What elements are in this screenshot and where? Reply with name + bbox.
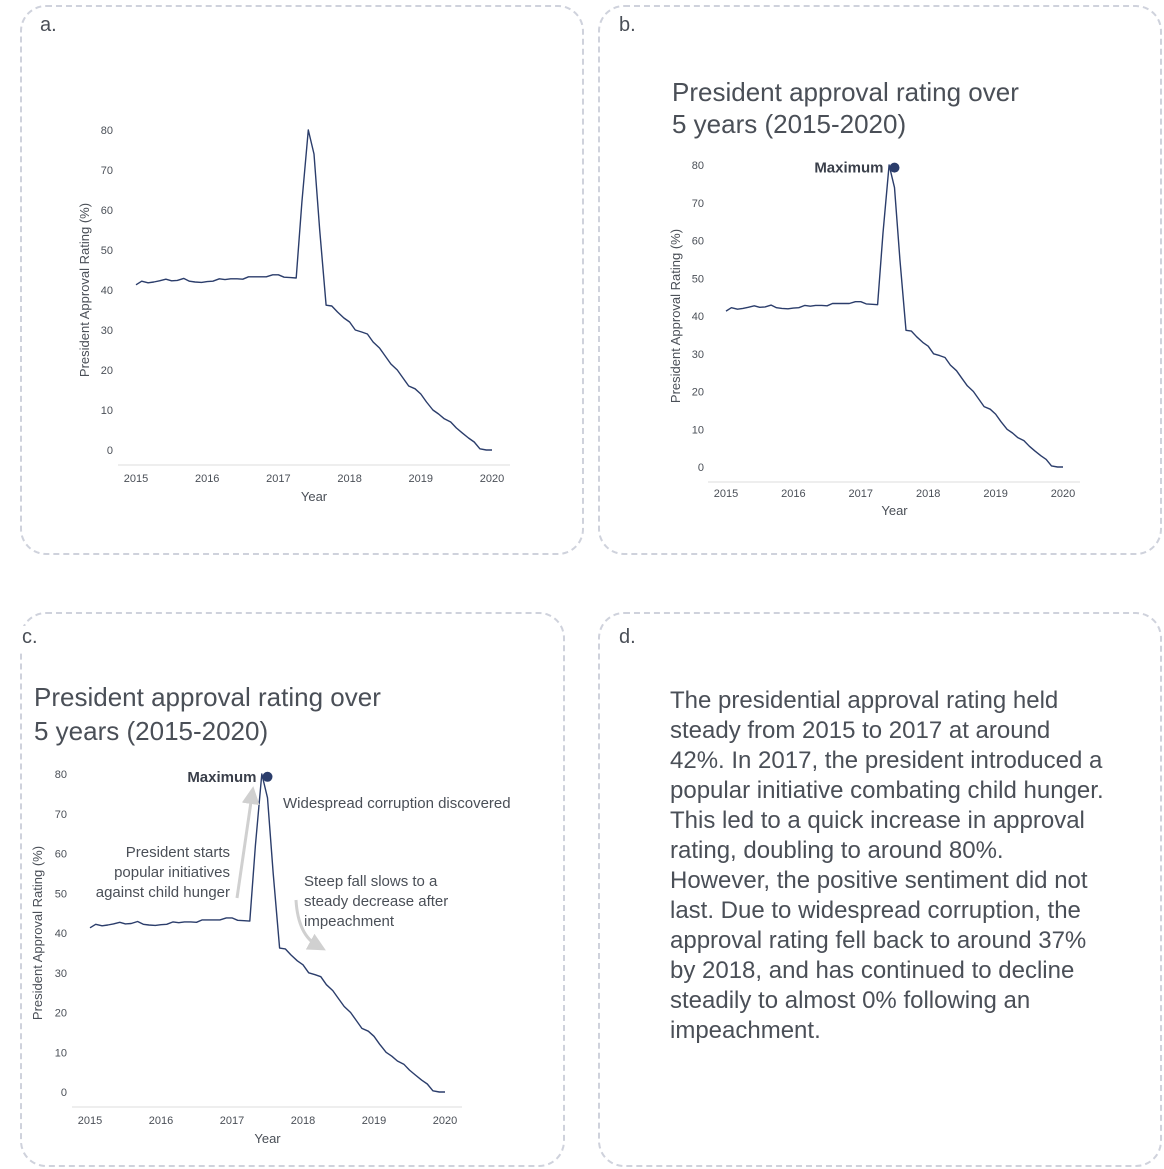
y-tick-label: 80 (55, 769, 67, 781)
summary-text: The presidential approval rating held st… (670, 687, 1104, 1044)
y-tick-label: 0 (698, 462, 704, 474)
x-tick-label: 2020 (1051, 488, 1075, 500)
y-tick-label: 40 (692, 311, 704, 323)
maximum-label: Maximum (187, 769, 256, 786)
x-axis-label: Year (301, 489, 328, 504)
annotation-text: Steep fall slows to a (304, 873, 438, 890)
series-line (89, 773, 445, 1093)
y-tick-label: 40 (55, 928, 67, 940)
maximum-point (262, 771, 273, 782)
x-axis-label: Year (881, 503, 908, 518)
y-tick-label: 50 (55, 888, 67, 900)
x-axis-label: Year (254, 1131, 281, 1146)
series-line (725, 164, 1063, 468)
chart-c-title-line: President approval rating over (34, 682, 381, 712)
x-tick-label: 2018 (337, 473, 361, 485)
y-tick-label: 10 (101, 405, 113, 417)
panel-c (20, 612, 565, 1167)
y-axis-label: President Approval Rating (%) (77, 203, 92, 377)
x-tick-label: 2017 (266, 473, 290, 485)
panel-label-a: a. (38, 14, 69, 41)
panel-d (598, 612, 1162, 1167)
x-tick-label: 2015 (78, 1115, 102, 1127)
y-tick-label: 50 (101, 245, 113, 257)
x-tick-label: 2019 (983, 488, 1007, 500)
x-tick-label: 2016 (781, 488, 805, 500)
x-tick-label: 2020 (480, 473, 504, 485)
chart-c-title-line: 5 years (2015-2020) (34, 716, 268, 746)
panel-label-b: b. (617, 14, 648, 41)
x-tick-label: 2016 (195, 473, 219, 485)
annotation-text: against child hunger (96, 884, 230, 901)
x-tick-label: 2015 (124, 473, 148, 485)
x-tick-label: 2015 (714, 488, 738, 500)
annotation-arrow-rise (235, 786, 260, 899)
annotation-text: Widespread corruption discovered (283, 795, 511, 812)
annotation-arrow-fall (294, 899, 326, 951)
y-tick-label: 30 (101, 325, 113, 337)
y-tick-label: 30 (692, 349, 704, 361)
y-tick-label: 50 (692, 273, 704, 285)
y-axis-label: President Approval Rating (%) (668, 229, 683, 403)
chart-a-plot: 0 10 20 30 40 50 60 70 80 2015 2016 2017 2018 2019 202… (77, 125, 510, 504)
y-tick-label: 70 (55, 809, 67, 821)
y-tick-label: 80 (101, 125, 113, 137)
annotation-text: steady decrease after (304, 893, 448, 910)
chart-c-plot: President approval rating over 5 years (2… (30, 682, 511, 1146)
y-tick-label: 60 (692, 236, 704, 248)
y-tick-label: 80 (692, 160, 704, 172)
y-tick-label: 20 (101, 365, 113, 377)
x-tick-label: 2018 (291, 1115, 315, 1127)
x-tick-label: 2020 (433, 1115, 457, 1127)
y-tick-label: 60 (55, 849, 67, 861)
chart-b-title-line: President approval rating over (672, 77, 1019, 107)
y-tick-label: 70 (692, 198, 704, 210)
y-tick-label: 70 (101, 165, 113, 177)
x-tick-label: 2017 (220, 1115, 244, 1127)
maximum-point (889, 162, 900, 173)
panel-b (598, 5, 1162, 555)
maximum-label: Maximum (814, 160, 883, 177)
y-tick-label: 40 (101, 285, 113, 297)
x-tick-label: 2016 (149, 1115, 173, 1127)
y-axis-label: President Approval Rating (%) (30, 846, 45, 1020)
y-tick-label: 0 (107, 445, 113, 457)
y-tick-label: 20 (55, 1008, 67, 1020)
annotation-text: President starts (126, 844, 230, 861)
x-tick-label: 2019 (362, 1115, 386, 1127)
y-tick-label: 20 (692, 387, 704, 399)
x-tick-label: 2017 (849, 488, 873, 500)
panel-label-d: d. (617, 626, 648, 653)
panel-a (20, 5, 584, 555)
y-tick-label: 10 (692, 424, 704, 436)
annotation-text: popular initiatives (114, 864, 230, 881)
series-line (135, 129, 492, 451)
x-tick-label: 2019 (409, 473, 433, 485)
x-tick-label: 2018 (916, 488, 940, 500)
panel-label-c: c. (20, 626, 50, 653)
y-tick-label: 0 (61, 1087, 67, 1099)
y-tick-label: 30 (55, 968, 67, 980)
annotation-text: impeachment (304, 913, 395, 930)
y-tick-label: 10 (55, 1047, 67, 1059)
y-tick-label: 60 (101, 205, 113, 217)
chart-b-title-line: 5 years (2015-2020) (672, 109, 906, 139)
